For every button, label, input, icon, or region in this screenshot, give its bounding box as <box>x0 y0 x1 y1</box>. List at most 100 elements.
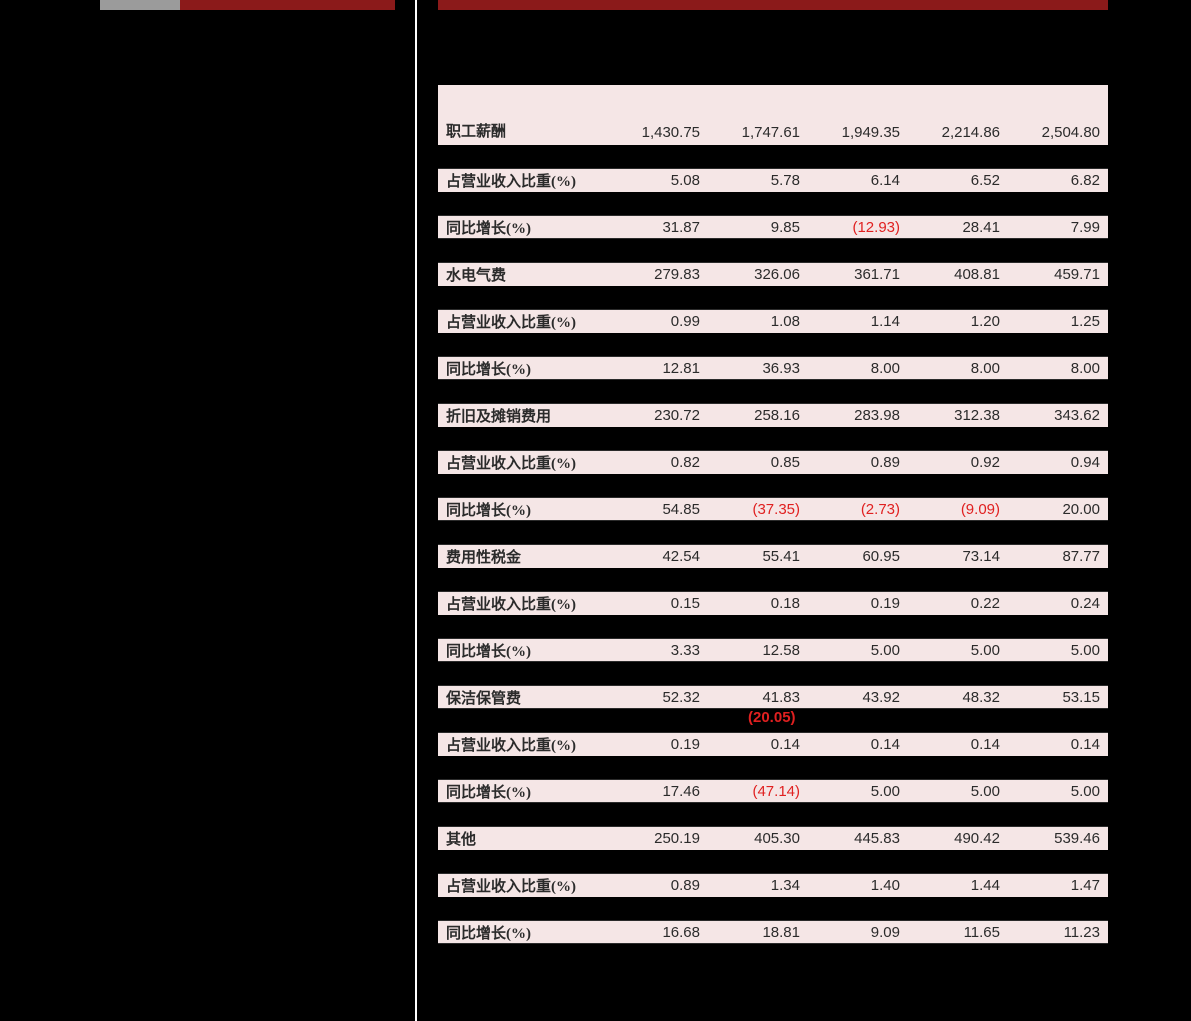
cell-value: 1.25 <box>1008 313 1108 330</box>
cell-value: 2,504.80 <box>1008 124 1108 141</box>
cell-value: 250.19 <box>608 830 708 847</box>
cell-value: 1.44 <box>908 877 1008 894</box>
cell-value: 8.00 <box>1008 360 1108 377</box>
cell-value-negative: (47.14) <box>708 783 808 800</box>
row-label: 同比增长(%) <box>438 358 608 379</box>
cell-value: 5.08 <box>608 172 708 189</box>
cell-value: 1.47 <box>1008 877 1108 894</box>
cell-value: 5.00 <box>1008 783 1108 800</box>
table-row: 占营业收入比重(%) 5.08 5.78 6.14 6.52 6.82 <box>438 168 1108 192</box>
table-row: 水电气费 279.83 326.06 361.71 408.81 459.71 <box>438 262 1108 286</box>
cell-value: 87.77 <box>1008 548 1108 565</box>
row-label: 占营业收入比重(%) <box>438 734 608 755</box>
row-label: 其他 <box>438 828 608 849</box>
cell-value: 0.14 <box>908 736 1008 753</box>
cell-value: 0.15 <box>608 595 708 612</box>
cell-value: 12.58 <box>708 642 808 659</box>
cell-value: 0.14 <box>1008 736 1108 753</box>
top-decorative-bar <box>0 0 1191 10</box>
table-row: 同比增长(%) 12.81 36.93 8.00 8.00 8.00 <box>438 356 1108 380</box>
cell-value: 3.33 <box>608 642 708 659</box>
cell-value: 539.46 <box>1008 830 1108 847</box>
table-row: 同比增长(%) 3.33 12.58 5.00 5.00 5.00 <box>438 638 1108 662</box>
cell-value: 0.22 <box>908 595 1008 612</box>
cell-value: 41.83 <box>708 689 808 706</box>
cell-value: 0.82 <box>608 454 708 471</box>
cell-value: 53.15 <box>1008 689 1108 706</box>
cell-value: 1.34 <box>708 877 808 894</box>
cell-value: 408.81 <box>908 266 1008 283</box>
cell-value: 55.41 <box>708 548 808 565</box>
cell-value: 1,949.35 <box>808 124 908 141</box>
cell-value: 0.92 <box>908 454 1008 471</box>
row-label: 同比增长(%) <box>438 217 608 238</box>
cell-value: 1,747.61 <box>708 124 808 141</box>
cell-value: 73.14 <box>908 548 1008 565</box>
cell-value: 52.32 <box>608 689 708 706</box>
row-label: 费用性税金 <box>438 546 608 567</box>
cell-value: 5.00 <box>808 783 908 800</box>
row-label: 占营业收入比重(%) <box>438 593 608 614</box>
financial-table: 职工薪酬 1,430.75 1,747.61 1,949.35 2,214.86… <box>438 85 1108 944</box>
cell-value: 445.83 <box>808 830 908 847</box>
cell-value: 12.81 <box>608 360 708 377</box>
cell-value: 0.14 <box>808 736 908 753</box>
table-row: 保洁保管费 52.32 41.83 43.92 48.32 53.15 <box>438 685 1108 709</box>
cell-value: 60.95 <box>808 548 908 565</box>
cell-value: 31.87 <box>608 219 708 236</box>
row-label: 同比增长(%) <box>438 781 608 802</box>
cell-value: 9.85 <box>708 219 808 236</box>
cell-value: 6.82 <box>1008 172 1108 189</box>
cell-value: 5.00 <box>908 642 1008 659</box>
top-bar-red-segment-right <box>438 0 1108 10</box>
cell-value: 54.85 <box>608 501 708 518</box>
cell-value: 230.72 <box>608 407 708 424</box>
cell-value-negative: (9.09) <box>908 501 1008 518</box>
cell-value: 312.38 <box>908 407 1008 424</box>
table-row: 占营业收入比重(%) 0.82 0.85 0.89 0.92 0.94 <box>438 450 1108 474</box>
cell-value: 6.52 <box>908 172 1008 189</box>
table-row: 其他 250.19 405.30 445.83 490.42 539.46 <box>438 826 1108 850</box>
cell-value: 5.00 <box>908 783 1008 800</box>
cell-value: 343.62 <box>1008 407 1108 424</box>
cell-value: 0.18 <box>708 595 808 612</box>
cell-value-negative: (37.35) <box>708 501 808 518</box>
row-label: 占营业收入比重(%) <box>438 170 608 191</box>
row-label: 占营业收入比重(%) <box>438 311 608 332</box>
cell-value: 8.00 <box>808 360 908 377</box>
cell-value: 283.98 <box>808 407 908 424</box>
cell-value: 0.19 <box>808 595 908 612</box>
cell-value: 0.24 <box>1008 595 1108 612</box>
cell-value: 361.71 <box>808 266 908 283</box>
cell-value: 0.89 <box>608 877 708 894</box>
cell-value-negative: (12.93) <box>808 219 908 236</box>
cell-value: 8.00 <box>908 360 1008 377</box>
cell-value-negative: (2.73) <box>808 501 908 518</box>
cell-value: 0.19 <box>608 736 708 753</box>
row-label: 水电气费 <box>438 264 608 285</box>
cell-value: 459.71 <box>1008 266 1108 283</box>
cell-value: 42.54 <box>608 548 708 565</box>
cell-value: 5.00 <box>808 642 908 659</box>
cell-value: 18.81 <box>708 924 808 941</box>
cell-value: 258.16 <box>708 407 808 424</box>
cell-value: 9.09 <box>808 924 908 941</box>
cell-value: 1.08 <box>708 313 808 330</box>
cell-value: 0.94 <box>1008 454 1108 471</box>
table-row: 职工薪酬 1,430.75 1,747.61 1,949.35 2,214.86… <box>438 85 1108 145</box>
cell-value: 36.93 <box>708 360 808 377</box>
cell-value: 6.14 <box>808 172 908 189</box>
cell-value: 1.20 <box>908 313 1008 330</box>
cell-value: 0.14 <box>708 736 808 753</box>
table-row: 折旧及摊销费用 230.72 258.16 283.98 312.38 343.… <box>438 403 1108 427</box>
cell-value: 11.23 <box>1008 924 1108 941</box>
cell-value: 5.00 <box>1008 642 1108 659</box>
cell-value: 20.00 <box>1008 501 1108 518</box>
cell-value: 48.32 <box>908 689 1008 706</box>
row-label: 折旧及摊销费用 <box>438 405 608 426</box>
table-row: 费用性税金 42.54 55.41 60.95 73.14 87.77 <box>438 544 1108 568</box>
cell-value: 0.85 <box>708 454 808 471</box>
table-row: 同比增长(%) 16.68 18.81 9.09 11.65 11.23 <box>438 920 1108 944</box>
cell-value: 17.46 <box>608 783 708 800</box>
floating-negative-value: (20.05) <box>748 709 796 726</box>
